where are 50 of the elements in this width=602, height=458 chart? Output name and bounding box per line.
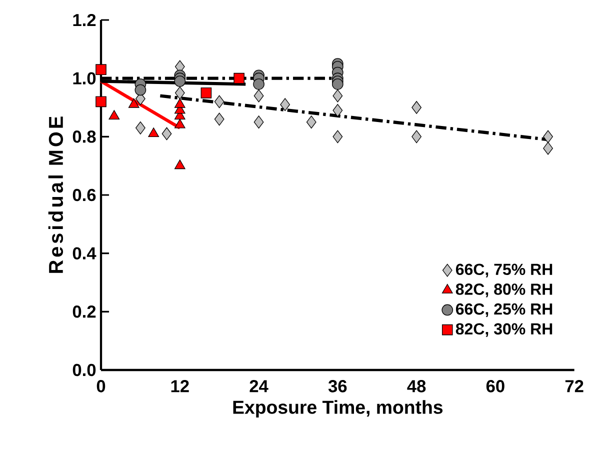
point xyxy=(108,110,120,120)
point xyxy=(332,130,343,144)
y-tick-label: 0.6 xyxy=(72,188,96,202)
point xyxy=(543,142,553,155)
point xyxy=(162,127,172,140)
point xyxy=(134,84,146,96)
point xyxy=(200,88,212,98)
point xyxy=(148,128,160,138)
x-tick-label: 72 xyxy=(565,380,584,392)
point xyxy=(253,78,264,90)
legend-label: 66C, 25% RH xyxy=(456,303,552,318)
point xyxy=(234,72,244,84)
point xyxy=(174,86,185,100)
point xyxy=(214,95,224,108)
point xyxy=(332,89,343,102)
legend-label: 66C, 75% RH xyxy=(456,264,552,278)
y-tick-label: 0.8 xyxy=(72,130,96,143)
x-tick-label: 0 xyxy=(96,380,106,392)
point xyxy=(543,130,553,144)
point xyxy=(280,98,290,112)
point xyxy=(254,116,264,129)
point xyxy=(128,98,140,108)
point xyxy=(136,121,146,134)
x-tick-label: 12 xyxy=(171,380,189,392)
point xyxy=(254,89,264,102)
y-tick-label: 1.2 xyxy=(73,14,96,26)
point xyxy=(412,101,422,114)
point xyxy=(332,78,344,90)
y-axis-title: Residual MOE xyxy=(48,116,64,273)
point xyxy=(214,112,224,126)
x-tick-label: 60 xyxy=(486,380,504,392)
point xyxy=(174,160,186,170)
legend-label: 82C, 30% RH xyxy=(456,323,552,337)
point xyxy=(174,76,186,87)
legend-label: 82C, 80% RH xyxy=(456,284,552,298)
point xyxy=(174,98,186,108)
point xyxy=(174,118,186,128)
x-axis-title: Exposure Time, months xyxy=(233,400,443,418)
x-tick-label: 24 xyxy=(250,380,268,392)
y-tick-label: 0.0 xyxy=(72,364,96,376)
point xyxy=(412,130,422,144)
y-tick-label: 0.2 xyxy=(72,306,96,318)
x-tick-label: 36 xyxy=(328,380,347,392)
point xyxy=(96,64,106,75)
point xyxy=(332,104,343,117)
y-tick-label: 1.0 xyxy=(73,72,96,84)
x-tick-label: 48 xyxy=(407,380,426,392)
point xyxy=(96,96,106,108)
point xyxy=(306,116,316,129)
y-tick-label: 0.4 xyxy=(72,247,96,260)
